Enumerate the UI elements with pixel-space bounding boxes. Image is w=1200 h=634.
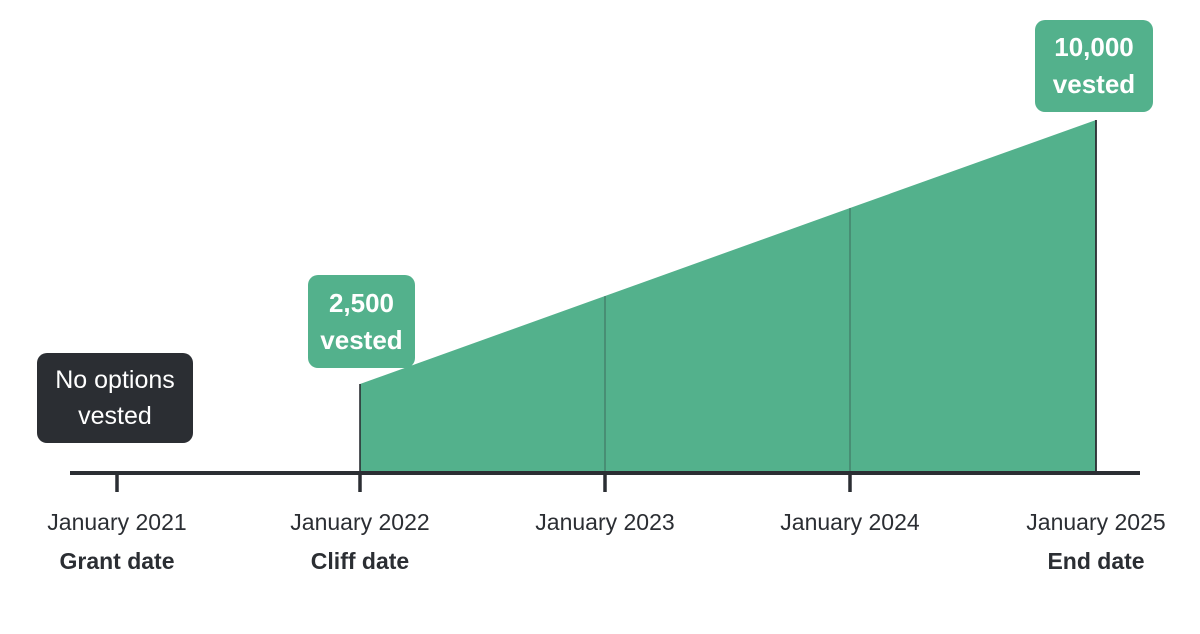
axis-sublabel-grant-date: Grant date xyxy=(59,548,175,574)
annotation-text-line: vested xyxy=(1052,69,1136,99)
annotation-text-line: 2,500 xyxy=(328,287,395,318)
annotation-text-line: vested xyxy=(78,402,152,430)
axis-label-january-2023: January 2023 xyxy=(535,509,675,535)
axis-label-january-2021: January 2021 xyxy=(47,509,187,535)
axis-sublabel-end-date: End date xyxy=(1047,548,1145,574)
axis-label-january-2025: January 2025 xyxy=(1026,509,1166,535)
axis-label-january-2022: January 2022 xyxy=(290,509,430,535)
vested-area xyxy=(360,120,1096,472)
annotation-no-options-vested: No options vested xyxy=(37,353,193,443)
axis-sublabel-cliff-date: Cliff date xyxy=(310,548,410,574)
annotation-end-vested: 10,000 vested xyxy=(1035,20,1153,112)
annotation-text-line: vested xyxy=(320,324,403,355)
annotation-text-line: 10,000 xyxy=(1054,32,1134,62)
axis-label-january-2024: January 2024 xyxy=(780,509,920,535)
annotation-text-line: No options xyxy=(55,366,175,394)
annotation-cliff-vested: 2,500 vested xyxy=(308,275,415,368)
